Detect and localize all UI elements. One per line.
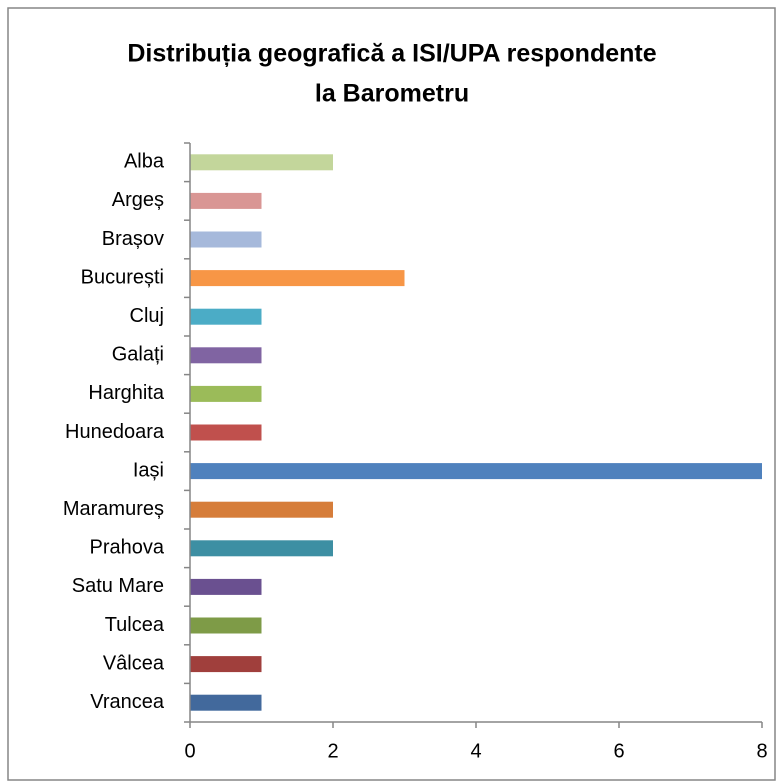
bar bbox=[190, 192, 262, 209]
chart-frame bbox=[7, 7, 776, 781]
y-tick-label: Alba bbox=[124, 151, 165, 173]
x-tick-label: 4 bbox=[470, 740, 481, 762]
bar bbox=[190, 540, 333, 557]
x-tick-label: 2 bbox=[327, 740, 338, 762]
y-tick-label: Vâlcea bbox=[103, 652, 165, 674]
bar bbox=[190, 385, 262, 402]
y-tick-label: Prahova bbox=[90, 537, 165, 559]
bar bbox=[190, 656, 262, 673]
y-tick-label: Harghita bbox=[88, 382, 164, 404]
bar bbox=[190, 154, 333, 171]
y-tick-label: Argeș bbox=[112, 189, 164, 211]
chart-title: la Barometru bbox=[315, 80, 469, 108]
bar bbox=[190, 231, 262, 248]
bar bbox=[190, 347, 262, 364]
bar bbox=[190, 270, 405, 287]
bar bbox=[190, 424, 262, 441]
y-tick-label: Satu Mare bbox=[72, 575, 164, 597]
y-tick-label: Cluj bbox=[130, 305, 164, 327]
y-tick-label: București bbox=[81, 266, 164, 288]
y-tick-label: Vrancea bbox=[90, 691, 165, 713]
y-tick-label: Galați bbox=[112, 344, 164, 366]
y-tick-label: Maramureș bbox=[63, 498, 164, 520]
x-tick-label: 0 bbox=[184, 740, 195, 762]
y-tick-label: Hunedoara bbox=[65, 421, 165, 443]
x-tick-label: 8 bbox=[756, 740, 767, 762]
y-tick-label: Tulcea bbox=[105, 614, 165, 636]
bar bbox=[190, 694, 262, 711]
bar bbox=[190, 578, 262, 595]
chart-title: Distribuția geografică a ISI/UPA respond… bbox=[127, 40, 656, 68]
bar bbox=[190, 308, 262, 325]
y-tick-label: Brașov bbox=[102, 228, 164, 250]
y-tick-label: Iași bbox=[133, 459, 164, 481]
x-tick-label: 6 bbox=[613, 740, 624, 762]
bar bbox=[190, 501, 333, 518]
bar bbox=[190, 617, 262, 634]
bar bbox=[190, 463, 762, 480]
